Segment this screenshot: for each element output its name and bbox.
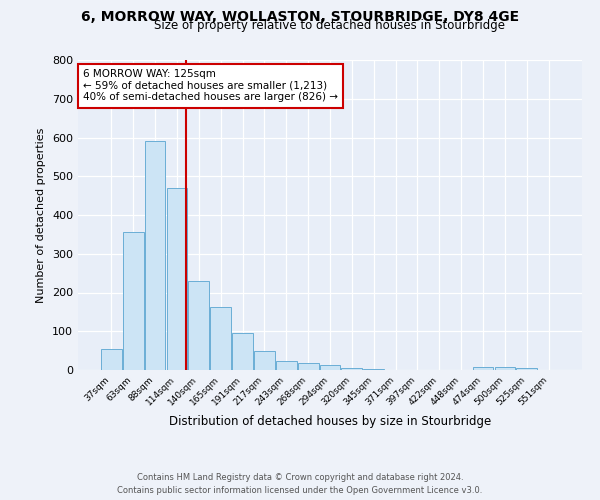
Bar bbox=[145, 142, 166, 370]
Bar bbox=[123, 232, 143, 370]
Bar bbox=[298, 364, 319, 370]
Bar bbox=[341, 368, 362, 370]
Bar bbox=[232, 333, 253, 370]
Text: Contains HM Land Registry data © Crown copyright and database right 2024.
Contai: Contains HM Land Registry data © Crown c… bbox=[118, 474, 482, 495]
Bar bbox=[254, 352, 275, 370]
Y-axis label: Number of detached properties: Number of detached properties bbox=[37, 128, 46, 302]
Text: 6, MORROW WAY, WOLLASTON, STOURBRIDGE, DY8 4GE: 6, MORROW WAY, WOLLASTON, STOURBRIDGE, D… bbox=[81, 10, 519, 24]
Bar bbox=[320, 364, 340, 370]
Title: Size of property relative to detached houses in Stourbridge: Size of property relative to detached ho… bbox=[155, 20, 505, 32]
Bar bbox=[188, 281, 209, 370]
Bar bbox=[364, 369, 384, 370]
Bar bbox=[517, 368, 537, 370]
Bar bbox=[473, 368, 493, 370]
Bar bbox=[276, 362, 296, 370]
Text: 6 MORROW WAY: 125sqm
← 59% of detached houses are smaller (1,213)
40% of semi-de: 6 MORROW WAY: 125sqm ← 59% of detached h… bbox=[83, 70, 338, 102]
Bar bbox=[167, 188, 187, 370]
Bar bbox=[101, 348, 122, 370]
Bar bbox=[494, 367, 515, 370]
X-axis label: Distribution of detached houses by size in Stourbridge: Distribution of detached houses by size … bbox=[169, 416, 491, 428]
Bar bbox=[210, 307, 231, 370]
